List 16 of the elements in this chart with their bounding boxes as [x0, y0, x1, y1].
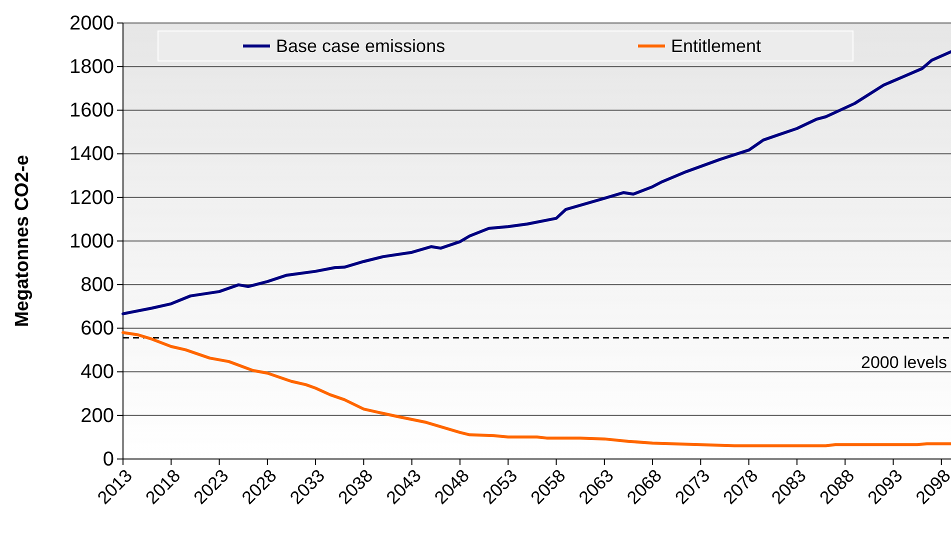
y-tick-label: 1800 — [70, 56, 114, 78]
legend-label: Entitlement — [671, 36, 762, 56]
y-tick-label: 2000 — [70, 12, 114, 34]
y-tick-label: 800 — [80, 274, 114, 296]
legend-label: Base case emissions — [276, 36, 446, 56]
y-tick-label: 0 — [102, 448, 114, 470]
line-series — [122, 331, 951, 448]
ref-line-label: 2000 levels — [860, 352, 947, 372]
y-tick-label: 1200 — [70, 186, 114, 209]
y-axis-title: Megatonnes CO2-e — [12, 154, 33, 328]
y-tick-label: 600 — [80, 318, 114, 340]
y-tick-label: 1600 — [70, 100, 114, 122]
y-tick-label: 400 — [80, 361, 114, 384]
y-tick-label: 200 — [80, 404, 114, 427]
y-tick-label: 1000 — [70, 230, 114, 252]
y-tick-label: 1400 — [70, 143, 114, 166]
